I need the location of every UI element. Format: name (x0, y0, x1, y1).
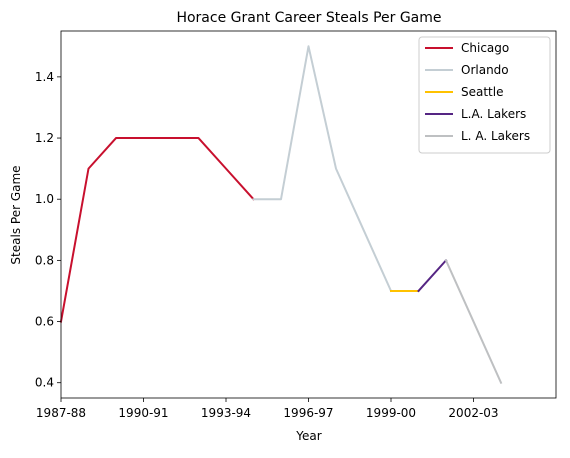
x-tick-label: 1987-88 (36, 406, 86, 420)
x-tick-label: 1999-00 (366, 406, 416, 420)
series-line-1 (252, 45, 393, 293)
chart-title: Horace Grant Career Steals Per Game (176, 10, 441, 26)
y-axis-label: Steals Per Game (9, 165, 23, 264)
x-axis: 1987-88 1990-91 1993-94 1996-97 1999-00 2002-… (36, 398, 499, 420)
x-tick-label: 1993-94 (201, 406, 251, 420)
legend: Chicago Orlando Seattle L.A. Lakers L. A. La… (418, 36, 551, 154)
x-axis-label: Year (295, 429, 321, 443)
legend-label: Orlando (461, 63, 509, 77)
series-line-3 (417, 258, 448, 293)
y-tick-label: 1.2 (35, 131, 54, 145)
x-tick-label: 1990-91 (118, 406, 168, 420)
y-tick-label: 0.4 (35, 376, 54, 390)
y-tick-label: 1.0 (35, 192, 54, 206)
x-tick-label: 2002-03 (448, 406, 498, 420)
legend-label: Seattle (461, 85, 503, 99)
legend-label: L.A. Lakers (461, 107, 526, 121)
y-axis: 0.4 0.6 0.8 1.0 1.2 1.4 (35, 70, 61, 390)
y-tick-label: 0.6 (35, 315, 54, 329)
legend-label: Chicago (461, 41, 509, 55)
x-tick-label: 1996-97 (283, 406, 333, 420)
series-line-4 (444, 259, 503, 385)
y-tick-label: 0.8 (35, 253, 54, 267)
legend-label: L. A. Lakers (461, 129, 530, 143)
y-tick-label: 1.4 (35, 70, 54, 84)
series-line-0 (59, 137, 255, 323)
legend-box (418, 36, 551, 154)
series-layer (59, 45, 503, 385)
